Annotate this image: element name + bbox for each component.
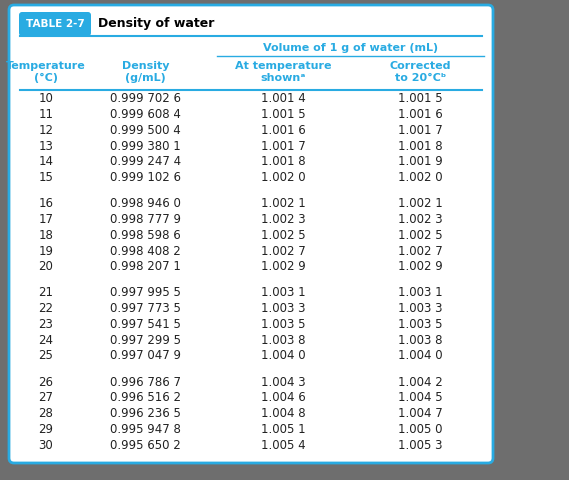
Text: 13: 13	[39, 140, 53, 153]
Text: 1.002 5: 1.002 5	[398, 229, 443, 242]
Text: 0.998 207 1: 0.998 207 1	[110, 260, 181, 274]
Text: 0.999 608 4: 0.999 608 4	[110, 108, 181, 121]
Text: 1.005 0: 1.005 0	[398, 423, 443, 436]
Text: 1.004 8: 1.004 8	[261, 407, 306, 420]
Text: 1.003 8: 1.003 8	[398, 334, 443, 347]
Text: 1.002 7: 1.002 7	[398, 245, 443, 258]
Text: 1.005 3: 1.005 3	[398, 439, 443, 452]
Text: 1.002 9: 1.002 9	[261, 260, 306, 274]
Text: 1.001 9: 1.001 9	[398, 156, 443, 168]
Text: 1.002 5: 1.002 5	[261, 229, 306, 242]
Text: 22: 22	[39, 302, 53, 315]
Text: 0.999 380 1: 0.999 380 1	[110, 140, 181, 153]
Text: 19: 19	[39, 245, 53, 258]
Text: 1.004 3: 1.004 3	[261, 375, 306, 388]
Text: 1.004 0: 1.004 0	[261, 349, 306, 362]
Text: 1.003 3: 1.003 3	[261, 302, 305, 315]
Text: 0.998 598 6: 0.998 598 6	[110, 229, 181, 242]
Text: 1.003 3: 1.003 3	[398, 302, 443, 315]
Text: 1.004 6: 1.004 6	[261, 391, 306, 404]
Text: 1.003 8: 1.003 8	[261, 334, 305, 347]
Text: 1.001 7: 1.001 7	[261, 140, 306, 153]
Text: 1.001 4: 1.001 4	[261, 92, 306, 106]
Text: 25: 25	[39, 349, 53, 362]
Text: 1.002 3: 1.002 3	[261, 213, 306, 226]
Text: 0.999 247 4: 0.999 247 4	[110, 156, 181, 168]
Text: 0.998 408 2: 0.998 408 2	[110, 245, 181, 258]
Text: 1.003 1: 1.003 1	[398, 287, 443, 300]
Text: 1.003 1: 1.003 1	[261, 287, 306, 300]
Text: Corrected
to 20°Cᵇ: Corrected to 20°Cᵇ	[390, 60, 451, 84]
Text: 1.002 0: 1.002 0	[261, 171, 306, 184]
Text: 1.001 5: 1.001 5	[398, 92, 443, 106]
FancyBboxPatch shape	[19, 12, 91, 36]
Text: 0.997 995 5: 0.997 995 5	[110, 287, 181, 300]
FancyBboxPatch shape	[9, 5, 493, 463]
Text: 1.001 7: 1.001 7	[398, 124, 443, 137]
Text: 1.003 5: 1.003 5	[398, 318, 443, 331]
Text: Temperature
(°C): Temperature (°C)	[6, 60, 86, 84]
Text: 1.001 6: 1.001 6	[261, 124, 306, 137]
Text: 0.997 047 9: 0.997 047 9	[110, 349, 181, 362]
Text: 0.996 236 5: 0.996 236 5	[110, 407, 181, 420]
Text: 0.997 773 5: 0.997 773 5	[110, 302, 181, 315]
Text: 1.002 3: 1.002 3	[398, 213, 443, 226]
Text: 10: 10	[39, 92, 53, 106]
Text: 1.003 5: 1.003 5	[261, 318, 305, 331]
Text: 1.004 7: 1.004 7	[398, 407, 443, 420]
Text: 1.004 0: 1.004 0	[398, 349, 443, 362]
Text: 0.999 702 6: 0.999 702 6	[110, 92, 181, 106]
Text: 0.997 541 5: 0.997 541 5	[110, 318, 181, 331]
Text: 21: 21	[39, 287, 53, 300]
Text: 0.997 299 5: 0.997 299 5	[110, 334, 181, 347]
Text: 20: 20	[39, 260, 53, 274]
Text: 1.002 0: 1.002 0	[398, 171, 443, 184]
Text: 1.001 8: 1.001 8	[398, 140, 443, 153]
Text: 23: 23	[39, 318, 53, 331]
Text: 30: 30	[39, 439, 53, 452]
Text: 26: 26	[39, 375, 53, 388]
Text: 16: 16	[39, 197, 53, 210]
Text: 1.001 6: 1.001 6	[398, 108, 443, 121]
Text: 1.005 4: 1.005 4	[261, 439, 306, 452]
Text: 0.996 786 7: 0.996 786 7	[110, 375, 181, 388]
Text: Density of water: Density of water	[98, 17, 215, 31]
Text: 1.002 1: 1.002 1	[261, 197, 306, 210]
Text: 1.001 8: 1.001 8	[261, 156, 306, 168]
Text: 0.998 777 9: 0.998 777 9	[110, 213, 181, 226]
Text: 24: 24	[39, 334, 53, 347]
Text: 11: 11	[39, 108, 53, 121]
Text: 12: 12	[39, 124, 53, 137]
Text: 0.995 650 2: 0.995 650 2	[110, 439, 181, 452]
Text: 1.002 7: 1.002 7	[261, 245, 306, 258]
Text: 29: 29	[39, 423, 53, 436]
Text: 0.999 102 6: 0.999 102 6	[110, 171, 181, 184]
Text: 0.999 500 4: 0.999 500 4	[110, 124, 181, 137]
Text: 1.005 1: 1.005 1	[261, 423, 306, 436]
Text: 1.002 1: 1.002 1	[398, 197, 443, 210]
Text: TABLE 2-7: TABLE 2-7	[26, 19, 84, 29]
Text: 0.995 947 8: 0.995 947 8	[110, 423, 181, 436]
Text: 18: 18	[39, 229, 53, 242]
Text: 27: 27	[39, 391, 53, 404]
Text: 15: 15	[39, 171, 53, 184]
Text: 1.001 5: 1.001 5	[261, 108, 306, 121]
Text: 0.996 516 2: 0.996 516 2	[110, 391, 181, 404]
Text: Volume of 1 g of water (mL): Volume of 1 g of water (mL)	[263, 43, 438, 53]
Text: 1.004 5: 1.004 5	[398, 391, 443, 404]
Text: 28: 28	[39, 407, 53, 420]
Text: Density
(g/mL): Density (g/mL)	[122, 60, 170, 84]
Text: 0.998 946 0: 0.998 946 0	[110, 197, 181, 210]
Text: 14: 14	[39, 156, 53, 168]
Text: At temperature
shownᵃ: At temperature shownᵃ	[235, 60, 331, 84]
Text: 1.002 9: 1.002 9	[398, 260, 443, 274]
Text: 17: 17	[39, 213, 53, 226]
Text: 1.004 2: 1.004 2	[398, 375, 443, 388]
